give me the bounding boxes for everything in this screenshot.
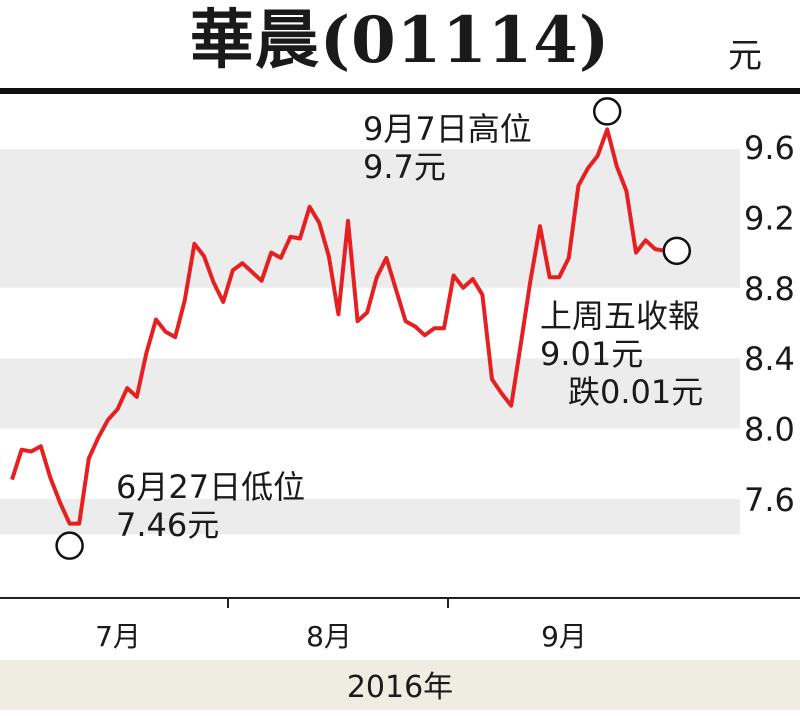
year-label: 2016年 [0,660,800,710]
y-tick-label: 9.6 [744,129,795,167]
chart-title: 華晨(01114) [189,3,611,78]
grid-band [0,499,740,535]
y-tick-label: 7.6 [744,481,795,519]
close-annotation-price: 9.01元 [540,335,644,373]
price-line [10,127,666,526]
x-tick-label: 9月 [541,620,587,653]
high-annotation: 9月7日高位 9.7元 [363,110,532,186]
price-chart: 7.6 8.0 8.4 8.8 9.2 9.6 7月 8月 9月 [0,88,800,653]
high-annotation-price: 9.7元 [363,148,446,186]
high-marker [592,97,622,126]
close-annotation: 上周五收報 9.01元 跌0.01元 [540,297,703,411]
close-marker [662,236,692,266]
y-tick-label: 9.2 [744,199,795,237]
y-tick-label: 8.8 [744,270,795,308]
close-annotation-label: 上周五收報 [540,297,701,335]
x-tick-label: 8月 [306,620,352,653]
low-annotation: 6月27日低位 7.46元 [116,468,305,544]
unit-label: 元 [728,36,762,76]
low-annotation-price: 7.46元 [116,506,220,544]
high-annotation-date: 9月7日高位 [363,110,532,148]
top-border [0,88,800,94]
grid-band [0,217,740,288]
close-annotation-change: 跌0.01元 [568,373,704,411]
y-tick-label: 8.0 [744,411,795,449]
y-tick-label: 8.4 [744,340,795,378]
x-tick-label: 7月 [95,620,141,653]
low-marker [55,531,84,560]
low-annotation-date: 6月27日低位 [116,468,306,506]
